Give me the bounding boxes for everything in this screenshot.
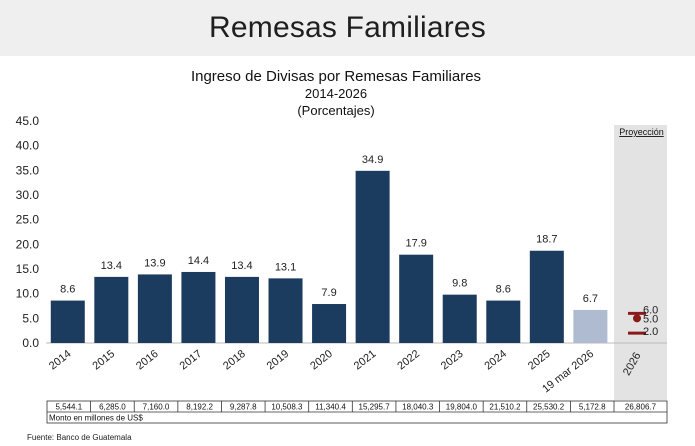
bar	[442, 294, 477, 343]
bar	[224, 276, 259, 343]
chart-title: Ingreso de Divisas por Remesas Familiare…	[191, 68, 481, 85]
bar-value-label: 14.4	[188, 255, 209, 267]
bar-value-label: 13.9	[144, 257, 165, 269]
bar-value-label: 17.9	[405, 238, 426, 250]
chart-subtitle: 2014-2026	[305, 86, 367, 101]
bar	[399, 254, 434, 343]
amount-cell: 5,544.1	[55, 403, 82, 412]
x-tick-label: 2021	[352, 348, 379, 373]
projection-low-label: 2.0	[643, 326, 658, 338]
x-tick-label: 2022	[395, 348, 422, 373]
projection-shade	[614, 125, 667, 400]
bar	[181, 271, 216, 343]
y-tick-label: 45.0	[16, 114, 40, 128]
x-tick-label: 2015	[90, 348, 117, 373]
projection-mid-label: 5.0	[643, 313, 658, 325]
bar	[486, 300, 521, 343]
amount-cell: 21,510.2	[489, 403, 521, 412]
y-tick-label: 0.0	[22, 336, 39, 350]
amount-cell: 8,192.2	[186, 403, 213, 412]
projection-header: Proyección	[619, 127, 664, 137]
amount-cell: 5,172.8	[579, 403, 606, 412]
bar-value-label: 13.4	[101, 260, 122, 272]
bar	[312, 304, 347, 343]
bar	[137, 274, 172, 343]
amount-cell: 15,295.7	[359, 403, 391, 412]
x-tick-label: 2018	[221, 348, 248, 373]
y-tick-label: 25.0	[16, 213, 40, 227]
x-tick-label: 2014	[47, 348, 74, 373]
y-tick-label: 10.0	[16, 287, 40, 301]
bar	[573, 309, 608, 343]
amount-cell: 7,160.0	[143, 403, 170, 412]
amount-cell: 9,287.8	[230, 403, 257, 412]
bar-value-label: 8.6	[60, 284, 75, 296]
amount-cell: 19,804.0	[446, 403, 478, 412]
x-tick-label: 2016	[134, 348, 161, 373]
x-tick-label: 2017	[178, 348, 205, 373]
y-tick-label: 5.0	[22, 311, 39, 325]
bar-value-label: 9.8	[452, 278, 467, 290]
source-note: Fuente: Banco de Guatemala	[27, 433, 132, 442]
header-banner: Remesas Familiares	[0, 0, 695, 56]
amount-cell: 18,040.3	[402, 403, 434, 412]
y-tick-label: 35.0	[16, 163, 40, 177]
bar	[94, 276, 129, 343]
bar-value-label: 7.9	[321, 287, 336, 299]
x-tick-label: 2025	[526, 348, 553, 373]
y-tick-label: 40.0	[16, 139, 40, 153]
amount-cell: 6,285.0	[99, 403, 126, 412]
amount-cell-projection: 26,806.7	[625, 403, 657, 412]
projection-high-label: 6.0	[643, 304, 658, 316]
x-tick-label: 2024	[482, 348, 509, 373]
x-tick-label: 2019	[265, 348, 292, 373]
bar-value-label: 13.1	[275, 261, 296, 273]
amount-note: Monto en millones de US$	[49, 414, 143, 423]
amount-cell: 11,340.4	[315, 403, 346, 412]
bar	[355, 170, 390, 343]
y-tick-label: 15.0	[16, 262, 40, 276]
bar-value-label: 6.7	[583, 293, 598, 305]
x-tick-label: 2020	[308, 348, 335, 373]
bar-value-label: 34.9	[362, 154, 383, 166]
x-tick-label: 2023	[439, 348, 466, 373]
bar-value-label: 18.7	[536, 234, 557, 246]
bar	[268, 278, 303, 343]
y-tick-label: 20.0	[16, 237, 40, 251]
bar	[50, 300, 85, 343]
bar	[529, 250, 564, 343]
page-title: Remesas Familiares	[209, 11, 486, 44]
amount-cell: 10,508.3	[271, 403, 303, 412]
bar-value-label: 8.6	[496, 284, 511, 296]
bar-value-label: 13.4	[231, 260, 252, 272]
chart-units: (Porcentajes)	[297, 103, 374, 118]
projection-mid-marker	[633, 314, 641, 323]
amount-cell: 25,530.2	[533, 403, 565, 412]
y-tick-label: 30.0	[16, 188, 40, 202]
